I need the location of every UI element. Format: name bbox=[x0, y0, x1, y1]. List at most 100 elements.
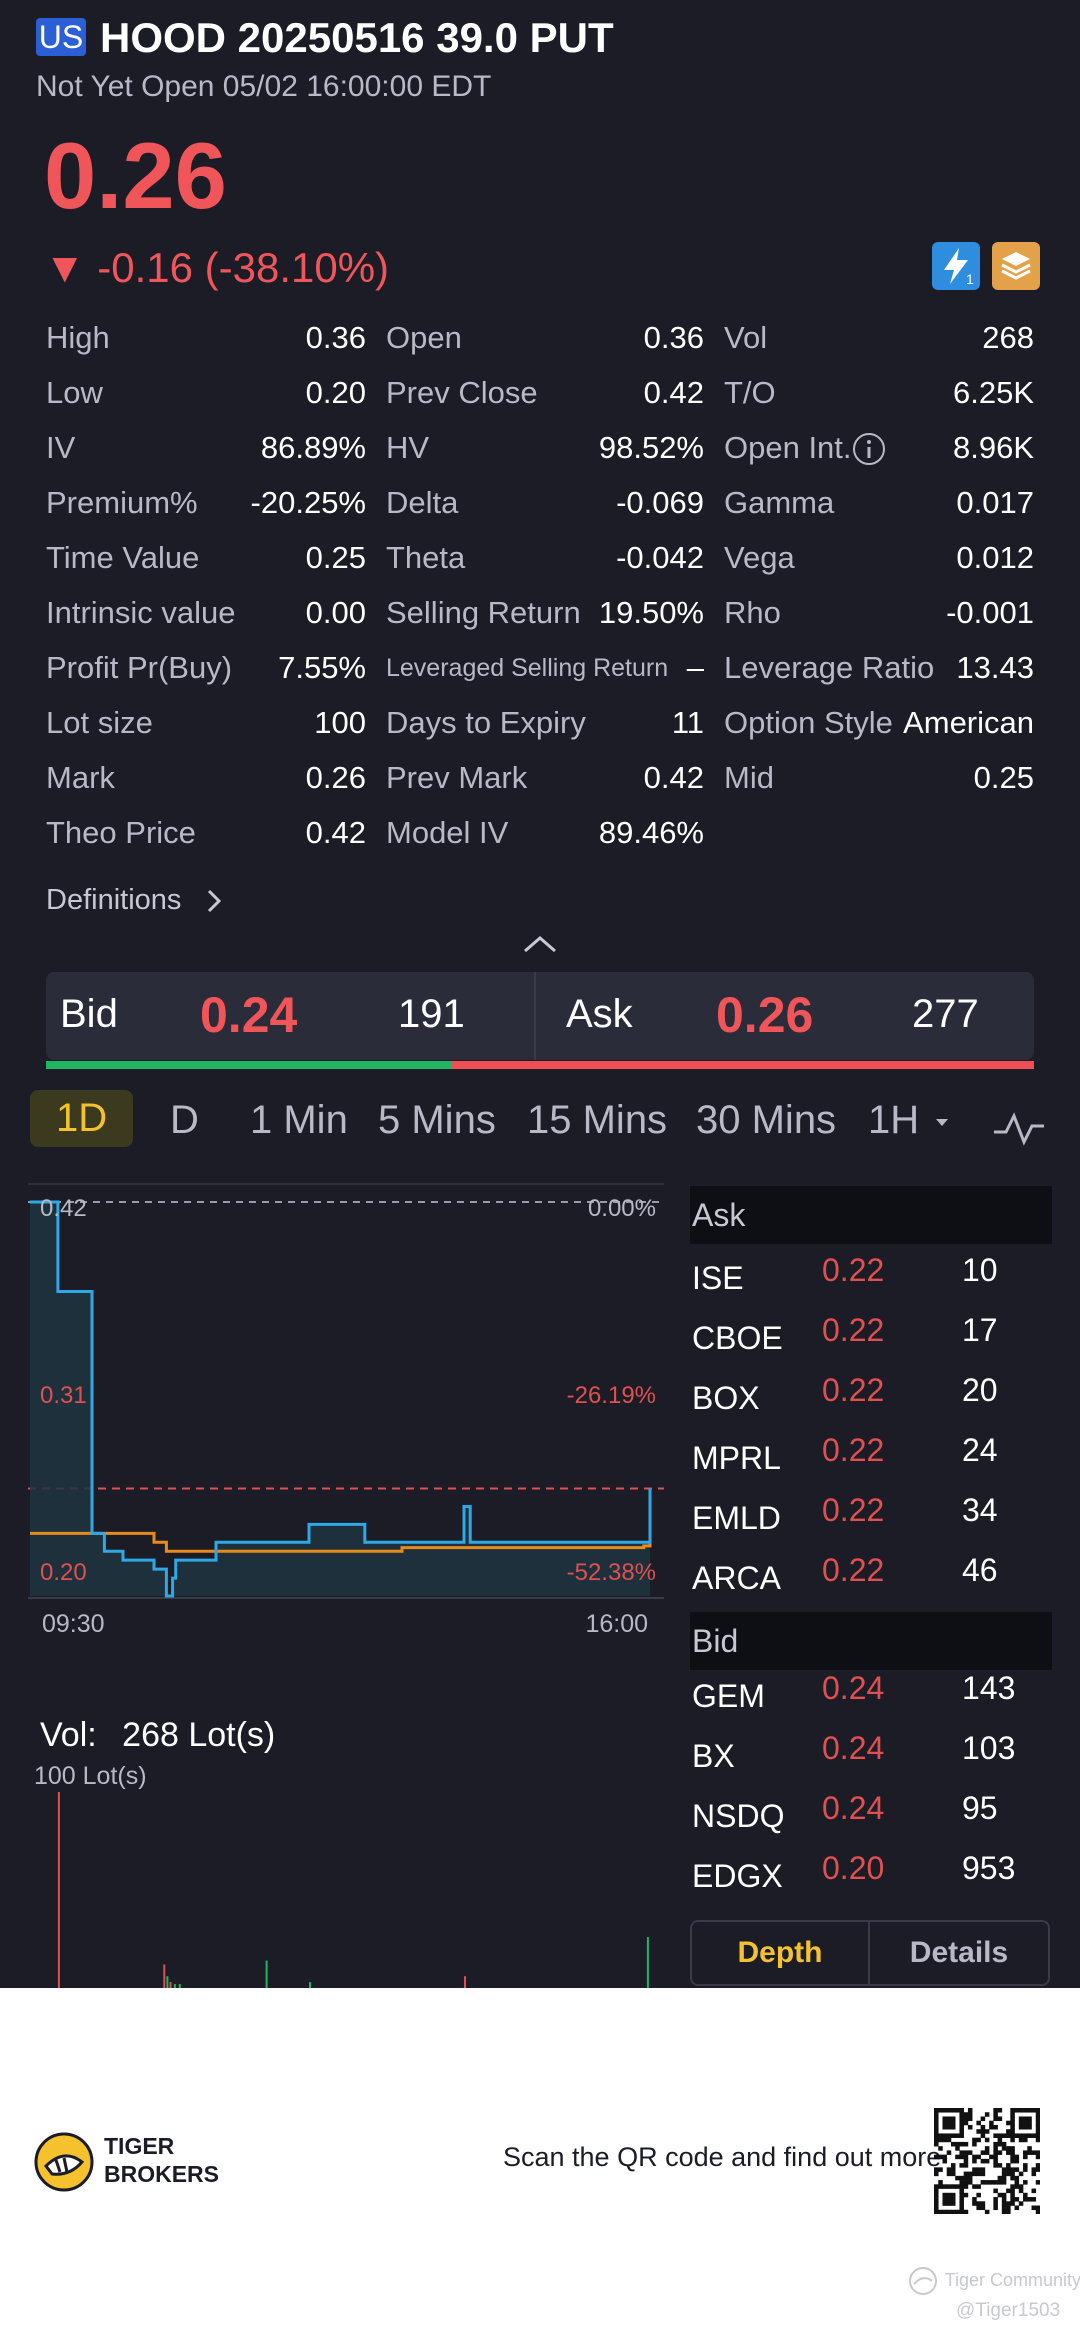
layers-icon[interactable] bbox=[992, 242, 1040, 290]
watermark-user: @Tiger1503 bbox=[956, 2300, 1061, 2321]
stat-value: -0.069 bbox=[616, 485, 704, 520]
stat-row: Intrinsic value 0.00 Selling Return 19.50% R… bbox=[46, 595, 1046, 635]
tab-1h[interactable]: 1H bbox=[868, 1098, 950, 1143]
volume-bar bbox=[265, 1960, 268, 1988]
brand-name: TIGER BROKERS bbox=[104, 2132, 219, 2188]
book-row: CBOE 0.22 17 bbox=[690, 1306, 1050, 1362]
volume-bar bbox=[464, 1976, 466, 1988]
volume-bar bbox=[57, 1792, 60, 1988]
stat-value: 0.42 bbox=[305, 815, 366, 850]
stat-value: 0.20 bbox=[305, 375, 366, 410]
indicator-icon[interactable] bbox=[992, 1108, 1046, 1148]
stat-label: Time Value bbox=[46, 540, 200, 575]
stat-label: Lot size bbox=[46, 705, 153, 740]
stat-label: Prev Close bbox=[386, 375, 538, 410]
book-exchange: CBOE bbox=[692, 1320, 783, 1356]
book-price: 0.22 bbox=[822, 1432, 885, 1468]
tab-1d[interactable]: 1D bbox=[30, 1090, 134, 1147]
info-icon[interactable] bbox=[852, 432, 886, 466]
stat-value: – bbox=[686, 650, 704, 685]
definitions-link[interactable]: Definitions bbox=[46, 884, 225, 917]
book-tabs: Depth Details bbox=[690, 1920, 1050, 1986]
tiger-logo-icon bbox=[34, 2132, 94, 2192]
bid-size: 191 bbox=[398, 992, 465, 1036]
tab-30mins[interactable]: 30 Mins bbox=[696, 1098, 837, 1142]
volume-bar bbox=[646, 1937, 649, 1988]
stat-label: Gamma bbox=[724, 485, 835, 520]
stat-row: Premium% -20.25% Delta -0.069 Gamma 0.017 bbox=[46, 485, 1046, 525]
ask-price: 0.26 bbox=[716, 987, 814, 1043]
definitions-label: Definitions bbox=[46, 884, 182, 916]
price-axis-label: 0.20 bbox=[40, 1559, 87, 1586]
tab-details[interactable]: Details bbox=[909, 1936, 1009, 1969]
book-price: 0.20 bbox=[822, 1850, 885, 1886]
volume-value: 268 Lot(s) bbox=[122, 1716, 276, 1754]
book-exchange: NSDQ bbox=[692, 1798, 785, 1834]
last-price: 0.26 bbox=[44, 123, 227, 228]
bid-header: Bid bbox=[690, 1612, 1052, 1670]
stat-value: 100 bbox=[314, 705, 366, 740]
book-exchange: ISE bbox=[692, 1260, 744, 1296]
stat-value: 0.00 bbox=[305, 595, 366, 630]
book-row: EMLD 0.22 34 bbox=[690, 1486, 1050, 1542]
tab-5mins[interactable]: 5 Mins bbox=[378, 1098, 496, 1142]
ask-label: Ask bbox=[566, 992, 633, 1036]
stat-label: Option Style bbox=[724, 705, 893, 740]
stat-label: Vol bbox=[724, 320, 768, 355]
stat-value: 0.42 bbox=[643, 760, 704, 795]
volume-bar bbox=[173, 1984, 176, 1988]
book-exchange: GEM bbox=[692, 1678, 765, 1714]
book-price: 0.22 bbox=[822, 1312, 885, 1348]
tab-15mins[interactable]: 15 Mins bbox=[527, 1098, 668, 1142]
book-price: 0.24 bbox=[822, 1730, 885, 1766]
stat-row: Theo Price 0.42 Model IV 89.46% bbox=[46, 815, 1046, 855]
book-row: MPRL 0.22 24 bbox=[690, 1426, 1050, 1482]
pct-axis-label: -26.19% bbox=[567, 1382, 656, 1409]
stat-label: Theta bbox=[386, 540, 466, 575]
time-axis-label: 09:30 bbox=[42, 1610, 105, 1638]
stat-label: Theo Price bbox=[46, 815, 196, 850]
stat-label: Model IV bbox=[386, 815, 509, 850]
stat-value: -0.042 bbox=[616, 540, 704, 575]
book-exchange: BX bbox=[692, 1738, 735, 1774]
stat-value: -20.25% bbox=[250, 485, 366, 520]
stat-value: -0.001 bbox=[946, 595, 1034, 630]
dropdown-icon bbox=[936, 1119, 949, 1127]
stat-value: 0.017 bbox=[956, 485, 1034, 520]
stat-label: Mid bbox=[724, 760, 774, 795]
stat-value: 0.25 bbox=[305, 540, 366, 575]
stat-label: Days to Expiry bbox=[386, 705, 586, 740]
stat-value: 0.36 bbox=[643, 320, 704, 355]
book-size: 953 bbox=[962, 1850, 1016, 1886]
book-size: 20 bbox=[962, 1372, 998, 1408]
book-row: NSDQ 0.24 95 bbox=[690, 1784, 1050, 1840]
stat-value: 13.43 bbox=[956, 650, 1034, 685]
volume-bar bbox=[169, 1982, 172, 1988]
intraday-chart[interactable]: 0.42 0.31 0.20 0.00% -26.19% -52.38% 09:30 16:0… bbox=[28, 1182, 664, 1642]
bid-price: 0.24 bbox=[200, 987, 298, 1043]
stat-label: Rho bbox=[724, 595, 781, 630]
stat-value: 7.55% bbox=[278, 650, 366, 685]
scan-text: Scan the QR code and find out more bbox=[503, 2142, 942, 2172]
stat-label: High bbox=[46, 320, 110, 355]
stat-row: Profit Pr(Buy) 7.55% Leveraged Selling Ret… bbox=[46, 650, 1046, 690]
market-status: Not Yet Open 05/02 16:00:00 EDT bbox=[36, 70, 492, 103]
tiger-community-icon bbox=[909, 2267, 937, 2295]
book-row: BOX 0.22 20 bbox=[690, 1366, 1050, 1422]
tab-depth[interactable]: Depth bbox=[692, 1922, 870, 1984]
collapse-caret-icon[interactable] bbox=[522, 934, 558, 954]
stat-label: Open Int. bbox=[724, 430, 852, 465]
tab-1min[interactable]: 1 Min bbox=[250, 1098, 348, 1142]
svg-text:1: 1 bbox=[966, 271, 974, 287]
stat-label: Leverage Ratio bbox=[724, 650, 935, 685]
stat-label: IV bbox=[46, 430, 76, 465]
book-row: BX 0.24 103 bbox=[690, 1724, 1050, 1780]
stat-value: 6.25K bbox=[952, 375, 1034, 410]
stat-label: Premium% bbox=[46, 485, 198, 520]
tab-d[interactable]: D bbox=[170, 1098, 199, 1142]
brand-line2: BROKERS bbox=[104, 2161, 220, 2187]
lightning-icon[interactable]: 1 bbox=[932, 242, 980, 290]
book-row: ARCA 0.22 46 bbox=[690, 1546, 1050, 1602]
volume-scale-label: 100 Lot(s) bbox=[34, 1762, 147, 1790]
book-size: 95 bbox=[962, 1790, 998, 1826]
